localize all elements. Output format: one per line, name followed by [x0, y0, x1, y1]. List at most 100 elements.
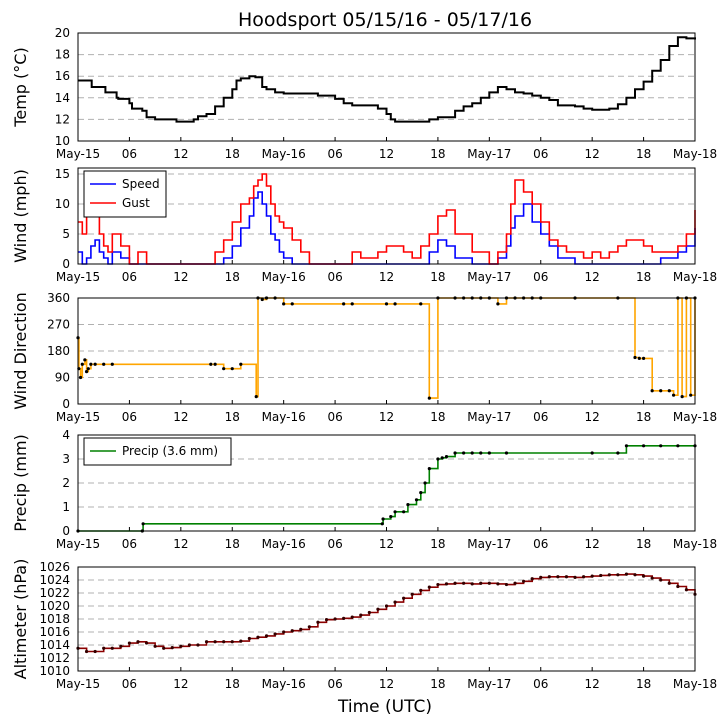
altimeter-point — [170, 646, 174, 650]
altimeter-point — [239, 639, 243, 643]
altimeter-point — [196, 643, 200, 647]
precip-ytick-label: 0 — [62, 524, 70, 538]
altimeter-point — [127, 641, 132, 645]
altimeter-point — [436, 582, 440, 587]
altimeter-point — [299, 627, 303, 632]
precip-point — [141, 522, 145, 526]
temp-xtick-label: May-17 — [467, 147, 511, 161]
altimeter-point — [427, 585, 431, 589]
altimeter-point — [633, 573, 637, 577]
direction-xtick-label: May-18 — [673, 410, 717, 424]
figure-title: Hoodsport 05/15/16 - 05/17/16 — [238, 9, 532, 31]
direction-point — [427, 396, 431, 400]
altimeter-point — [204, 640, 209, 644]
precip-ytick-label: 4 — [62, 428, 70, 442]
direction-xtick-label: 06 — [122, 410, 137, 424]
precip-point — [444, 455, 449, 459]
altimeter-point — [573, 575, 577, 580]
altimeter-point — [376, 607, 380, 611]
altimeter-xtick-label: 18 — [430, 677, 445, 691]
precip-point — [641, 444, 646, 448]
wind-legend-label: Gust — [122, 196, 150, 210]
altimeter-point — [179, 644, 183, 648]
altimeter-xtick-label: 12 — [173, 677, 188, 691]
direction-point — [689, 393, 693, 397]
temp-xtick-label: 12 — [379, 147, 394, 161]
altimeter-point — [410, 592, 414, 596]
precip-point — [616, 451, 620, 455]
altimeter-point — [444, 582, 449, 586]
direction-point — [230, 367, 234, 371]
precip-point — [423, 481, 427, 485]
wind-xtick-label: 18 — [225, 270, 240, 284]
precip-point — [393, 510, 397, 514]
altimeter-ytick-label: 1022 — [39, 586, 70, 600]
altimeter-point — [641, 574, 646, 578]
precip-point — [389, 515, 393, 519]
altimeter-ytick-label: 1012 — [39, 651, 70, 665]
altimeter-point — [564, 575, 569, 579]
altimeter-point — [599, 573, 603, 578]
altimeter-xtick-label: May-18 — [673, 677, 717, 691]
precip-point — [470, 451, 474, 455]
direction-point — [239, 362, 243, 366]
altimeter-point — [333, 617, 337, 621]
precip-point — [427, 467, 431, 471]
wind-xtick-label: May-17 — [467, 270, 511, 284]
precip-ytick-label: 3 — [62, 452, 70, 466]
altimeter-point — [487, 581, 491, 585]
altimeter-point — [393, 600, 397, 604]
temp-xtick-label: 18 — [225, 147, 240, 161]
temp-xtick-label: 18 — [430, 147, 445, 161]
altimeter-point — [136, 640, 140, 644]
direction-point — [84, 370, 89, 374]
temp-ylabel: Temp (°C) — [11, 47, 30, 127]
wind-xtick-label: May-16 — [262, 270, 306, 284]
direction-point — [110, 362, 114, 366]
precip-ytick-label: 1 — [62, 500, 70, 514]
precip-point — [676, 444, 680, 448]
precip-xtick-label: 12 — [173, 537, 188, 551]
altimeter-point — [539, 575, 543, 580]
altimeter-point — [581, 575, 586, 579]
precip-xtick-label: 18 — [225, 537, 240, 551]
altimeter-point — [264, 634, 269, 638]
altimeter-point — [479, 581, 483, 585]
wind-ytick-label: 0 — [62, 257, 70, 271]
altimeter-point — [607, 573, 611, 577]
wind-ytick-label: 5 — [62, 227, 70, 241]
wind-xtick-label: 12 — [585, 270, 600, 284]
altimeter-point — [342, 616, 346, 620]
altimeter-point — [230, 640, 234, 644]
wind-xtick-label: May-15 — [56, 270, 100, 284]
x-axis-label: Time (UTC) — [337, 697, 432, 717]
altimeter-point — [676, 584, 680, 589]
direction-point — [78, 375, 83, 380]
precip-point — [414, 498, 419, 502]
direction-point — [89, 362, 93, 366]
direction-point — [342, 302, 346, 306]
altimeter-point — [659, 578, 663, 582]
precip-xtick-label: 06 — [122, 537, 137, 551]
direction-xtick-label: 12 — [379, 410, 394, 424]
altimeter-point — [273, 632, 277, 636]
precip-xtick-label: 12 — [379, 537, 394, 551]
precip-point — [406, 503, 410, 507]
wind-xtick-label: May-18 — [673, 270, 717, 284]
direction-point — [393, 302, 397, 306]
altimeter-point — [616, 573, 620, 577]
direction-ytick-label: 90 — [55, 371, 70, 385]
wind-xtick-label: 12 — [379, 270, 394, 284]
direction-point — [641, 356, 646, 360]
direction-ytick-label: 0 — [62, 397, 70, 411]
precip-point — [590, 451, 594, 455]
direction-ytick-label: 270 — [47, 318, 70, 332]
direction-point — [637, 356, 641, 360]
altimeter-point — [290, 629, 294, 633]
direction-xtick-label: May-15 — [56, 410, 100, 424]
altimeter-point — [247, 636, 251, 641]
temp-xtick-label: 06 — [327, 147, 342, 161]
direction-point — [213, 362, 217, 366]
precip-point — [402, 510, 406, 514]
